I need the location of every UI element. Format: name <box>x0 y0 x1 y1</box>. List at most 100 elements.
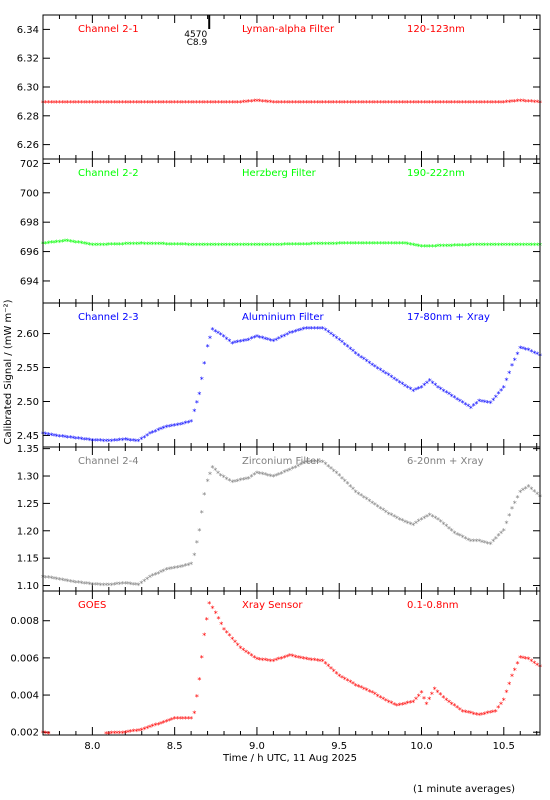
data-point: * <box>291 465 295 474</box>
data-point: * <box>367 99 371 108</box>
data-point: * <box>173 99 177 108</box>
data-point: * <box>516 494 520 503</box>
data-point: * <box>489 540 493 549</box>
data-point: * <box>411 387 415 396</box>
data-point: * <box>494 535 498 544</box>
data-point: * <box>57 238 61 247</box>
y-tick-label: 702 <box>20 159 39 170</box>
data-point: * <box>324 327 328 336</box>
panel-frame <box>42 158 541 304</box>
data-point: * <box>211 326 215 335</box>
data-point: * <box>167 717 171 726</box>
event-marker-label-top: 4570 <box>184 30 207 40</box>
data-point: * <box>351 348 355 357</box>
data-point: * <box>356 352 360 361</box>
data-point: * <box>392 240 396 249</box>
data-point: * <box>159 569 163 578</box>
data-point: * <box>288 652 292 661</box>
data-point: * <box>315 325 319 334</box>
data-point: * <box>189 241 193 250</box>
data-point: * <box>452 242 456 251</box>
data-point: * <box>315 99 319 108</box>
data-point: * <box>499 387 503 396</box>
data-point: * <box>233 242 237 251</box>
data-point: * <box>104 730 108 739</box>
data-point: * <box>532 488 536 497</box>
data-point: * <box>260 335 264 344</box>
data-point: * <box>296 462 300 471</box>
data-point: * <box>351 680 355 689</box>
data-point: * <box>414 99 418 108</box>
data-point: * <box>461 534 465 543</box>
data-point: * <box>299 461 303 470</box>
data-point: * <box>428 377 432 386</box>
data-point: * <box>381 240 385 249</box>
data-point: * <box>340 674 344 683</box>
data-point: * <box>236 242 240 251</box>
data-point: * <box>425 379 429 388</box>
data-point: * <box>151 572 155 581</box>
data-point: * <box>269 241 273 250</box>
data-point: * <box>458 99 462 108</box>
data-point: * <box>49 431 53 440</box>
data-point: * <box>389 240 393 249</box>
data-point: * <box>376 692 380 701</box>
data-point: * <box>291 653 295 662</box>
data-point: * <box>249 652 253 661</box>
data-point: * <box>373 363 377 372</box>
data-point: * <box>354 240 358 249</box>
data-point: * <box>348 99 352 108</box>
data-point: * <box>52 99 56 108</box>
y-tick-label: 0.004 <box>10 691 39 702</box>
panel-label: 17-80nm + Xray <box>407 312 490 323</box>
y-tick-label: 1.25 <box>17 499 39 510</box>
data-point: * <box>422 243 426 252</box>
data-point: * <box>184 562 188 571</box>
data-point: * <box>156 427 160 436</box>
y-axis-title: Calibrated Signal / (mW m⁻²) <box>3 299 14 444</box>
data-point: * <box>266 472 270 481</box>
data-point: * <box>521 655 525 664</box>
series-1: ****************************************… <box>41 97 542 107</box>
data-point: * <box>392 701 396 710</box>
data-point: * <box>450 700 454 709</box>
data-point: * <box>387 240 391 249</box>
footnote: (1 minute averages) <box>413 784 515 795</box>
data-point: * <box>505 99 509 108</box>
data-point: * <box>296 327 300 336</box>
data-point: * <box>244 98 248 107</box>
data-point: * <box>107 730 111 739</box>
data-point: * <box>217 99 221 108</box>
data-point: * <box>444 242 448 251</box>
data-point: * <box>348 483 352 492</box>
data-point: * <box>219 331 223 340</box>
data-point: * <box>400 381 404 390</box>
data-point: * <box>162 719 166 728</box>
data-point: * <box>79 436 83 445</box>
data-point: * <box>121 729 125 738</box>
panels-layer: 6.346.326.306.286.26********************… <box>10 14 542 739</box>
data-point: * <box>422 514 426 523</box>
data-point: * <box>518 345 522 354</box>
data-point: * <box>132 240 136 249</box>
data-point: * <box>200 509 204 518</box>
data-point: * <box>480 242 484 251</box>
data-point: * <box>409 99 413 108</box>
data-point: * <box>271 241 275 250</box>
data-point: * <box>263 657 267 666</box>
panel-label: Channel 2-4 <box>78 456 139 467</box>
data-point: * <box>123 436 127 445</box>
data-point: * <box>85 436 89 445</box>
data-point: * <box>110 241 114 250</box>
data-point: * <box>277 99 281 108</box>
data-point: * <box>463 708 467 717</box>
y-tick-label: 0.006 <box>10 653 39 664</box>
data-point: * <box>518 97 522 106</box>
data-point: * <box>494 99 498 108</box>
data-point: * <box>315 241 319 250</box>
data-point: * <box>178 421 182 430</box>
series-4: ****************************************… <box>41 458 542 590</box>
data-point: * <box>387 372 391 381</box>
data-point: * <box>450 242 454 251</box>
data-point: * <box>164 566 168 575</box>
